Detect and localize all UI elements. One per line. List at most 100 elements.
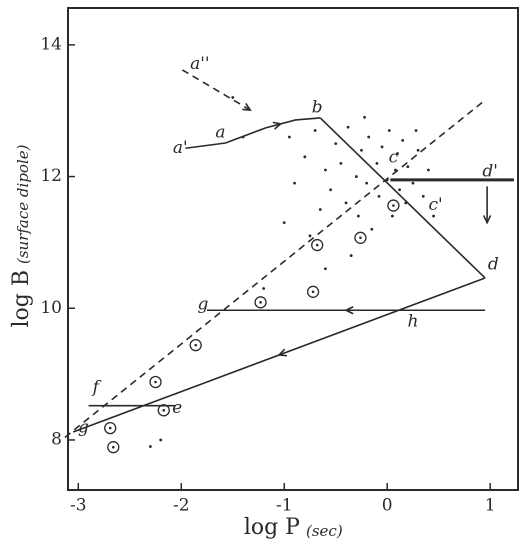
- scatter-dot: [394, 168, 397, 172]
- scatter-dot: [339, 161, 343, 165]
- point-label: h: [407, 312, 418, 332]
- arrow-head: [242, 102, 252, 111]
- point-label: a: [215, 123, 225, 143]
- scatter-dot: [396, 152, 399, 155]
- scatter-dot: [293, 181, 296, 185]
- y-tick-label: 10: [40, 298, 62, 318]
- y-axis-title-group: log B (surface dipole): [9, 144, 34, 327]
- y-tick-label: 8: [51, 429, 62, 449]
- scatter-dot: [231, 96, 235, 99]
- scatter-dot: [398, 188, 401, 192]
- scatter-dot: [354, 175, 358, 178]
- x-tick-label: -2: [173, 496, 190, 516]
- x-tick-label: 1: [485, 496, 496, 516]
- circled-point: [149, 375, 162, 389]
- point-label: g: [197, 294, 208, 314]
- scatter-dot: [303, 155, 307, 159]
- point-label: c': [429, 195, 443, 215]
- scatter-dot: [411, 181, 415, 185]
- x-tick-label: -3: [70, 496, 87, 516]
- scatter-dot: [421, 194, 425, 198]
- x-tick-label: 0: [382, 496, 393, 516]
- track-line: [185, 117, 321, 150]
- circled-point: [311, 238, 324, 252]
- scatter-dot: [282, 221, 286, 225]
- scatter-dot: [363, 115, 366, 119]
- circled-point-center: [311, 290, 315, 294]
- point-label: a'': [190, 54, 209, 74]
- point-label: c: [389, 148, 399, 168]
- circled-point: [157, 404, 170, 417]
- x-axis-unit: (sec): [306, 522, 343, 540]
- scatter-dot: [385, 178, 389, 182]
- point-label: e: [172, 398, 182, 418]
- scatter-dot: [318, 208, 322, 211]
- scatter-dot: [377, 194, 381, 198]
- circled-point: [104, 421, 117, 435]
- track-line: [319, 117, 486, 279]
- point-label: d: [488, 254, 499, 274]
- scatter-dot: [367, 135, 371, 139]
- scatter-dot: [416, 148, 420, 152]
- arrow-head: [482, 215, 492, 225]
- circled-point: [387, 199, 400, 212]
- scatter-dot: [387, 129, 391, 132]
- scatter-dot: [324, 267, 327, 271]
- scatter-dot: [370, 227, 374, 231]
- circled-point: [189, 338, 202, 352]
- scatter-dot: [360, 148, 363, 152]
- circled-point-center: [315, 243, 319, 247]
- scatter-dot: [287, 135, 291, 139]
- scatter-dot: [313, 129, 317, 132]
- point-label: b: [312, 98, 323, 118]
- plot-frame: [67, 7, 519, 491]
- x-tick-label: -1: [276, 496, 293, 516]
- y-tick-label: 12: [40, 166, 62, 186]
- arrow-head: [272, 121, 283, 130]
- scatter-dot: [262, 287, 266, 290]
- scatter-dot: [329, 188, 332, 192]
- scatter-dot: [414, 129, 418, 132]
- circled-point-center: [392, 204, 395, 207]
- circled-point-center: [259, 301, 262, 304]
- scatter-dot: [380, 145, 384, 149]
- scatter-dot: [159, 438, 163, 442]
- scatter-dot: [324, 168, 327, 172]
- arrow-head: [344, 306, 354, 315]
- circled-point: [107, 441, 120, 454]
- scatter-dot: [432, 214, 435, 218]
- scatter-dot: [334, 142, 338, 146]
- point-label: f: [91, 377, 102, 397]
- scatter-dot: [308, 234, 312, 238]
- scatter-dot: [390, 214, 394, 218]
- scatter-dot: [365, 181, 369, 185]
- scatter-dot: [241, 135, 245, 139]
- scatter-dot: [427, 168, 430, 172]
- scatter-dot: [356, 214, 360, 218]
- y-axis-unit: (surface dipole): [14, 144, 32, 264]
- circled-point-center: [194, 343, 197, 347]
- scatter-dot: [344, 201, 348, 205]
- track-line: [181, 69, 251, 111]
- arrow-head: [277, 348, 288, 357]
- scatter-dot: [349, 254, 353, 257]
- scatter-dot: [148, 445, 152, 448]
- circled-point: [254, 296, 267, 309]
- y-tick-label: 14: [40, 34, 62, 54]
- scatter-dot: [406, 165, 410, 169]
- x-axis-title: log P: [244, 515, 300, 540]
- scatter-dot: [346, 125, 350, 129]
- y-axis-title: log B: [9, 270, 34, 328]
- circled-point-center: [112, 445, 115, 449]
- scatter-dot: [375, 161, 379, 165]
- point-label: a': [173, 138, 188, 158]
- scatter-dot: [401, 138, 405, 142]
- point-label: g: [78, 418, 89, 438]
- track-line: [64, 99, 486, 438]
- circled-point-center: [154, 380, 157, 384]
- scatter-dot: [404, 201, 408, 205]
- point-label: d': [482, 161, 498, 181]
- circled-point-center: [108, 426, 112, 430]
- circled-point: [306, 285, 320, 298]
